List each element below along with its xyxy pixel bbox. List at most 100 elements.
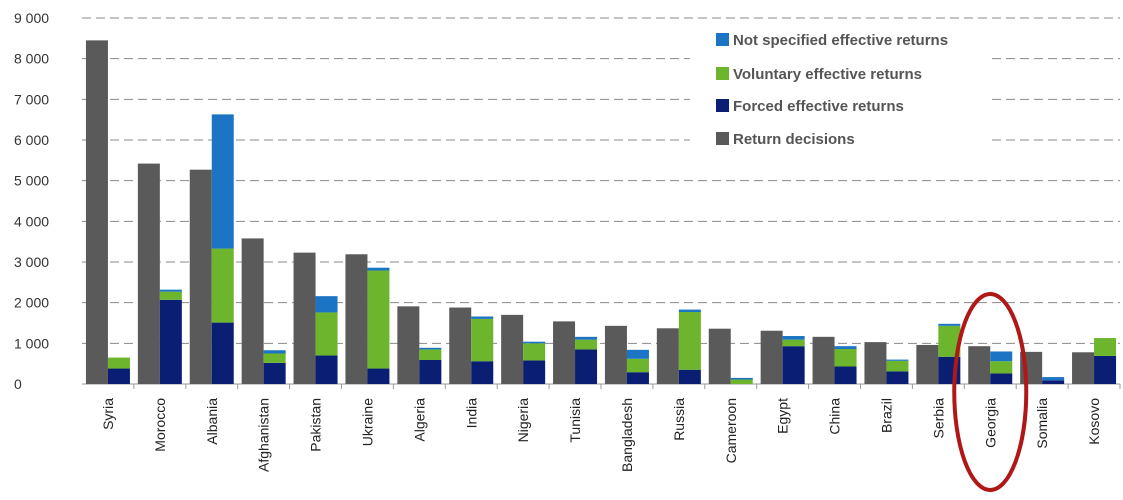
bar-not-specified-effective-returns — [211, 114, 234, 249]
x-tick-label: Somalia — [1034, 398, 1050, 449]
x-tick-label: Morocco — [152, 398, 168, 452]
bar-voluntary-effective-returns — [107, 357, 130, 369]
x-tick-label: Syria — [100, 398, 116, 430]
bar-voluntary-effective-returns — [159, 291, 182, 300]
bar-not-specified-effective-returns — [782, 336, 805, 340]
bar-forced-effective-returns — [782, 346, 805, 384]
y-tick-label: 4 000 — [14, 213, 49, 229]
bar-forced-effective-returns — [834, 366, 857, 384]
bar-forced-effective-returns — [886, 371, 909, 384]
bar-not-specified-effective-returns — [471, 316, 494, 319]
bar-return-decisions — [760, 330, 783, 384]
bar-voluntary-effective-returns — [211, 248, 234, 323]
legend-swatch-forced — [716, 99, 729, 112]
x-tick-label: Georgia — [982, 398, 998, 448]
y-tick-label: 6 000 — [14, 132, 49, 148]
y-tick-label: 5 000 — [14, 173, 49, 189]
bar-forced-effective-returns — [523, 360, 546, 384]
x-tick-label: China — [827, 398, 843, 435]
bar-forced-effective-returns — [1042, 380, 1065, 384]
bar-not-specified-effective-returns — [990, 351, 1013, 362]
bar-voluntary-effective-returns — [575, 339, 598, 350]
bar-return-decisions — [241, 238, 264, 384]
legend-label-return-decisions: Return decisions — [733, 131, 855, 148]
bar-forced-effective-returns — [211, 322, 234, 384]
bar-voluntary-effective-returns — [315, 312, 338, 356]
bar-return-decisions — [1072, 352, 1095, 384]
x-tick-label: Albania — [204, 398, 220, 445]
y-tick-label: 0 — [14, 376, 22, 392]
legend-label-not-specified: Not specified effective returns — [733, 32, 948, 49]
bar-return-decisions — [968, 346, 991, 384]
bar-not-specified-effective-returns — [626, 349, 649, 359]
legend-swatch-not-specified — [716, 33, 729, 46]
x-tick-label: Ukraine — [359, 398, 375, 446]
bar-voluntary-effective-returns — [1094, 338, 1117, 356]
bar-return-decisions — [553, 321, 576, 384]
bar-voluntary-effective-returns — [782, 339, 805, 347]
bar-forced-effective-returns — [471, 361, 494, 384]
bar-not-specified-effective-returns — [315, 296, 338, 313]
legend-background — [690, 22, 990, 167]
bar-return-decisions — [449, 307, 472, 384]
x-tick-label: Tunisia — [567, 398, 583, 443]
bar-forced-effective-returns — [419, 360, 442, 384]
bars — [85, 40, 1117, 384]
x-tick-label: Russia — [671, 398, 687, 441]
bar-not-specified-effective-returns — [834, 346, 857, 350]
legend: Not specified effective returns Voluntar… — [690, 22, 990, 167]
bar-return-decisions — [345, 254, 368, 384]
x-tick-label: Egypt — [775, 398, 791, 434]
bar-return-decisions — [916, 344, 939, 384]
bar-return-decisions — [812, 336, 835, 384]
y-tick-label: 1 000 — [14, 335, 49, 351]
y-tick-label: 3 000 — [14, 254, 49, 270]
bar-voluntary-effective-returns — [730, 379, 753, 384]
bar-return-decisions — [656, 328, 679, 384]
bar-forced-effective-returns — [315, 355, 338, 384]
bar-voluntary-effective-returns — [523, 343, 546, 361]
bar-return-decisions — [708, 328, 731, 384]
x-tick-label: Nigeria — [515, 398, 531, 443]
bar-not-specified-effective-returns — [886, 359, 909, 361]
x-tick-label: Pakistan — [308, 398, 324, 452]
bar-return-decisions — [864, 342, 887, 384]
bar-not-specified-effective-returns — [678, 309, 701, 313]
legend-swatch-return-decisions — [716, 132, 729, 145]
x-tick-label: Algeria — [411, 398, 427, 442]
bar-not-specified-effective-returns — [1042, 377, 1065, 381]
bar-forced-effective-returns — [626, 372, 649, 384]
bar-return-decisions — [604, 325, 627, 384]
x-tick-label: India — [463, 398, 479, 429]
bar-voluntary-effective-returns — [367, 270, 390, 369]
bar-forced-effective-returns — [159, 299, 182, 384]
bar-return-decisions — [189, 169, 212, 384]
bar-not-specified-effective-returns — [523, 341, 546, 344]
y-tick-label: 7 000 — [14, 91, 49, 107]
bar-forced-effective-returns — [678, 369, 701, 384]
x-axis: Syria Morocco Albania Afghanistan Pakistan Uk… — [100, 384, 1121, 472]
x-tick-label: Bangladesh — [619, 398, 635, 472]
bar-forced-effective-returns — [575, 349, 598, 384]
bar-return-decisions — [293, 252, 316, 384]
legend-swatch-voluntary — [716, 67, 729, 80]
bar-return-decisions — [85, 40, 108, 384]
x-tick-label: Serbia — [930, 398, 946, 439]
bar-return-decisions — [137, 163, 160, 384]
bar-return-decisions — [397, 306, 420, 384]
bar-not-specified-effective-returns — [159, 289, 182, 292]
bar-voluntary-effective-returns — [419, 349, 442, 361]
x-tick-label: Afghanistan — [256, 398, 272, 472]
bar-voluntary-effective-returns — [938, 325, 961, 357]
bar-forced-effective-returns — [1094, 355, 1117, 384]
x-tick-label: Brazil — [878, 398, 894, 433]
bar-voluntary-effective-returns — [886, 360, 909, 372]
bar-not-specified-effective-returns — [730, 377, 753, 380]
bar-not-specified-effective-returns — [938, 323, 961, 326]
legend-label-forced: Forced effective returns — [733, 98, 904, 115]
bar-not-specified-effective-returns — [575, 336, 598, 340]
bar-not-specified-effective-returns — [263, 350, 286, 354]
bar-forced-effective-returns — [367, 368, 390, 384]
bar-return-decisions — [501, 314, 524, 384]
